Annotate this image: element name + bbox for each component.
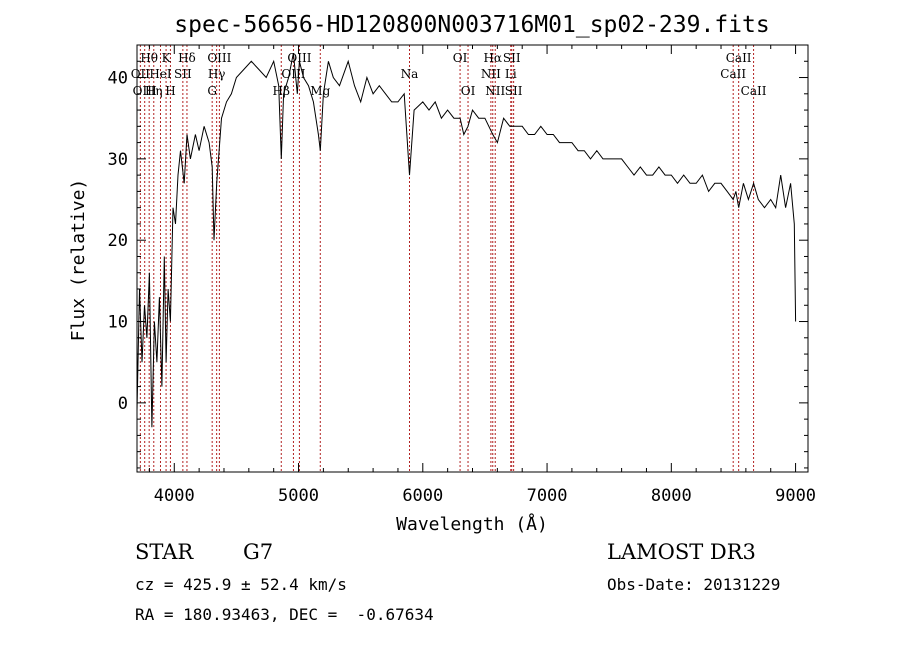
x-tick-label: 5000 xyxy=(278,486,319,506)
y-tick-label: 10 xyxy=(108,313,128,333)
x-axis-label: Wavelength (Å) xyxy=(396,513,548,535)
spectral-line-label: OIII xyxy=(207,51,231,65)
chart-title: spec-56656-HD120800N003716M01_sp02-239.f… xyxy=(174,12,769,38)
spectral-line-label: OIII xyxy=(133,84,157,98)
spectral-line-markers xyxy=(139,45,755,472)
x-tick-label: 7000 xyxy=(527,486,568,506)
spectral-line-label: Hθ xyxy=(140,51,158,65)
x-tick-label: 6000 xyxy=(402,486,443,506)
spectral-line-label: K xyxy=(162,51,172,65)
spectral-line-label: OIII xyxy=(281,67,305,81)
spectral-line-label: CaII xyxy=(726,51,752,65)
spectral-line-label: SII xyxy=(503,51,521,65)
object-class: STAR xyxy=(135,540,194,564)
redshift-value: cz = 425.9 ± 52.4 km/s xyxy=(135,575,347,594)
observation-date: Obs-Date: 20131229 xyxy=(607,575,781,594)
spectral-line-label: Hβ xyxy=(273,84,290,98)
x-tick-label: 4000 xyxy=(154,486,195,506)
spectral-line-label: OI xyxy=(453,51,468,65)
spectral-line-label: OI xyxy=(461,84,476,98)
spectral-line-label: Hη xyxy=(145,84,163,98)
x-tick-label: 8000 xyxy=(651,486,692,506)
y-tick-label: 40 xyxy=(108,69,128,89)
spectral-line-label: HeI xyxy=(149,67,172,81)
spectral-line-label: Hα xyxy=(483,51,502,65)
spectral-line-label: SII xyxy=(174,67,192,81)
spectrum-line xyxy=(136,53,797,428)
survey-name: LAMOST DR3 xyxy=(607,540,756,564)
spectral-line-label: CaII xyxy=(720,67,746,81)
spectral-line-label: Hγ xyxy=(208,67,226,81)
spectral-line-label: CaII xyxy=(741,84,767,98)
x-tick-label: 9000 xyxy=(775,486,816,506)
spectral-line-label: OII xyxy=(131,67,151,81)
spectral-line-label: H xyxy=(165,84,175,98)
plot-frame xyxy=(136,44,809,473)
spectral-line-label: NII xyxy=(481,67,501,81)
y-axis-label: Flux (relative) xyxy=(68,179,89,342)
coordinates: RA = 180.93463, DEC = -0.67634 xyxy=(135,605,434,624)
spectral-line-label: Li xyxy=(505,67,517,81)
object-subclass: G7 xyxy=(243,540,274,564)
y-tick-label: 30 xyxy=(108,150,128,170)
spectral-line-label: NII xyxy=(485,84,505,98)
y-tick-label: 20 xyxy=(108,231,128,251)
y-axis-ticks: 0 10 20 30 40 xyxy=(108,44,808,469)
spectral-line-label: G xyxy=(207,84,217,98)
y-tick-label: 0 xyxy=(118,394,128,414)
spectral-line-label: Mg xyxy=(310,84,330,98)
spectral-line-label: Na xyxy=(401,67,419,81)
spectral-line-label: Hδ xyxy=(178,51,196,65)
spectral-line-label: SII xyxy=(505,84,523,98)
x-axis-ticks: 4000 5000 6000 7000 8000 9000 xyxy=(148,45,816,506)
